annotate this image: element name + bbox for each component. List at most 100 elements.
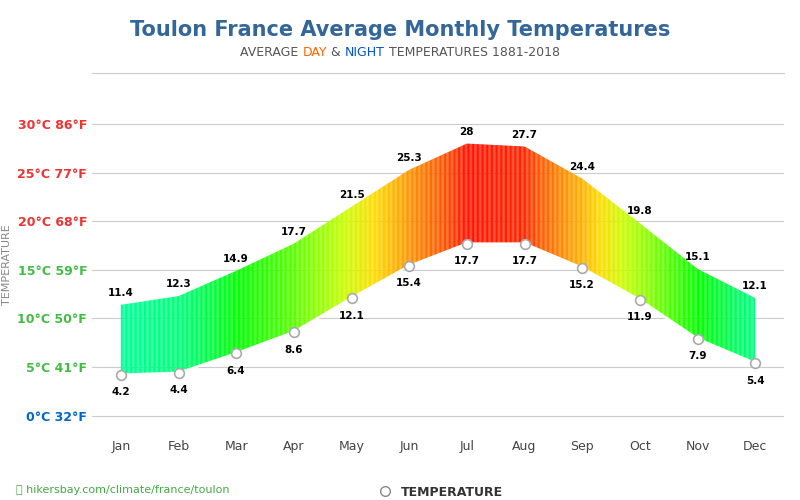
Polygon shape (673, 249, 674, 323)
Polygon shape (593, 186, 594, 274)
Polygon shape (695, 267, 697, 338)
Polygon shape (561, 166, 562, 260)
Polygon shape (378, 189, 379, 284)
Polygon shape (500, 145, 501, 244)
Polygon shape (590, 184, 591, 273)
Polygon shape (233, 272, 234, 354)
Polygon shape (595, 188, 596, 276)
Polygon shape (671, 248, 673, 322)
Polygon shape (744, 292, 745, 359)
Polygon shape (215, 280, 216, 360)
Polygon shape (330, 220, 332, 310)
Polygon shape (308, 234, 309, 324)
Polygon shape (306, 235, 308, 324)
Polygon shape (624, 211, 626, 292)
Polygon shape (704, 272, 706, 342)
Polygon shape (261, 258, 262, 344)
Polygon shape (679, 254, 680, 327)
Polygon shape (131, 303, 132, 374)
Polygon shape (630, 216, 632, 296)
Text: &: & (327, 46, 345, 59)
Polygon shape (747, 294, 749, 360)
Polygon shape (537, 153, 538, 249)
Polygon shape (665, 243, 666, 318)
Polygon shape (423, 163, 425, 260)
Polygon shape (184, 293, 186, 371)
Text: 21.5: 21.5 (338, 190, 364, 200)
Polygon shape (707, 274, 708, 344)
Polygon shape (526, 148, 528, 245)
Polygon shape (669, 246, 670, 320)
Polygon shape (516, 146, 518, 244)
Polygon shape (317, 228, 318, 318)
Polygon shape (482, 144, 483, 244)
Polygon shape (496, 145, 497, 244)
Text: 17.7: 17.7 (511, 256, 538, 266)
Polygon shape (727, 284, 729, 352)
Polygon shape (339, 214, 341, 305)
Polygon shape (458, 147, 459, 247)
Polygon shape (430, 160, 431, 258)
Polygon shape (342, 212, 343, 304)
Polygon shape (338, 214, 339, 306)
Polygon shape (572, 173, 574, 264)
Polygon shape (305, 236, 306, 326)
Polygon shape (619, 207, 621, 289)
Polygon shape (238, 270, 239, 353)
Polygon shape (638, 222, 639, 300)
Polygon shape (404, 172, 406, 268)
Polygon shape (488, 144, 490, 244)
Polygon shape (636, 220, 637, 298)
Text: 12.1: 12.1 (338, 310, 364, 320)
Polygon shape (571, 172, 572, 264)
Polygon shape (410, 168, 412, 266)
Polygon shape (332, 218, 333, 310)
Polygon shape (367, 196, 369, 289)
Polygon shape (552, 162, 553, 256)
Polygon shape (742, 292, 744, 358)
Polygon shape (444, 154, 445, 252)
Polygon shape (524, 146, 525, 244)
Polygon shape (398, 176, 399, 272)
Polygon shape (656, 236, 658, 312)
Polygon shape (129, 304, 130, 374)
Polygon shape (147, 300, 149, 374)
Polygon shape (464, 144, 466, 244)
Polygon shape (402, 174, 403, 270)
Polygon shape (324, 224, 326, 314)
Text: 28: 28 (459, 126, 474, 136)
Polygon shape (501, 146, 502, 244)
Polygon shape (484, 144, 486, 244)
Polygon shape (239, 269, 240, 352)
Text: 7.9: 7.9 (688, 352, 706, 362)
Polygon shape (296, 242, 298, 330)
Polygon shape (436, 157, 438, 256)
Polygon shape (224, 276, 225, 357)
Polygon shape (299, 240, 300, 329)
Polygon shape (481, 144, 482, 244)
Polygon shape (606, 198, 608, 282)
Polygon shape (206, 284, 207, 364)
Polygon shape (122, 304, 123, 374)
Polygon shape (583, 180, 585, 270)
Polygon shape (706, 273, 707, 343)
Polygon shape (235, 270, 237, 353)
Polygon shape (258, 260, 259, 346)
Polygon shape (376, 190, 378, 284)
Polygon shape (529, 149, 530, 246)
Polygon shape (614, 204, 615, 286)
Polygon shape (736, 288, 738, 356)
Polygon shape (321, 226, 322, 316)
Polygon shape (270, 254, 271, 341)
Polygon shape (475, 144, 477, 244)
Polygon shape (670, 247, 671, 321)
Text: 15.4: 15.4 (396, 278, 422, 288)
Polygon shape (262, 258, 263, 344)
Polygon shape (617, 205, 618, 288)
Polygon shape (154, 300, 155, 374)
Polygon shape (300, 239, 302, 328)
Polygon shape (718, 280, 719, 348)
Polygon shape (574, 174, 576, 266)
Polygon shape (543, 156, 544, 252)
Polygon shape (268, 255, 270, 342)
